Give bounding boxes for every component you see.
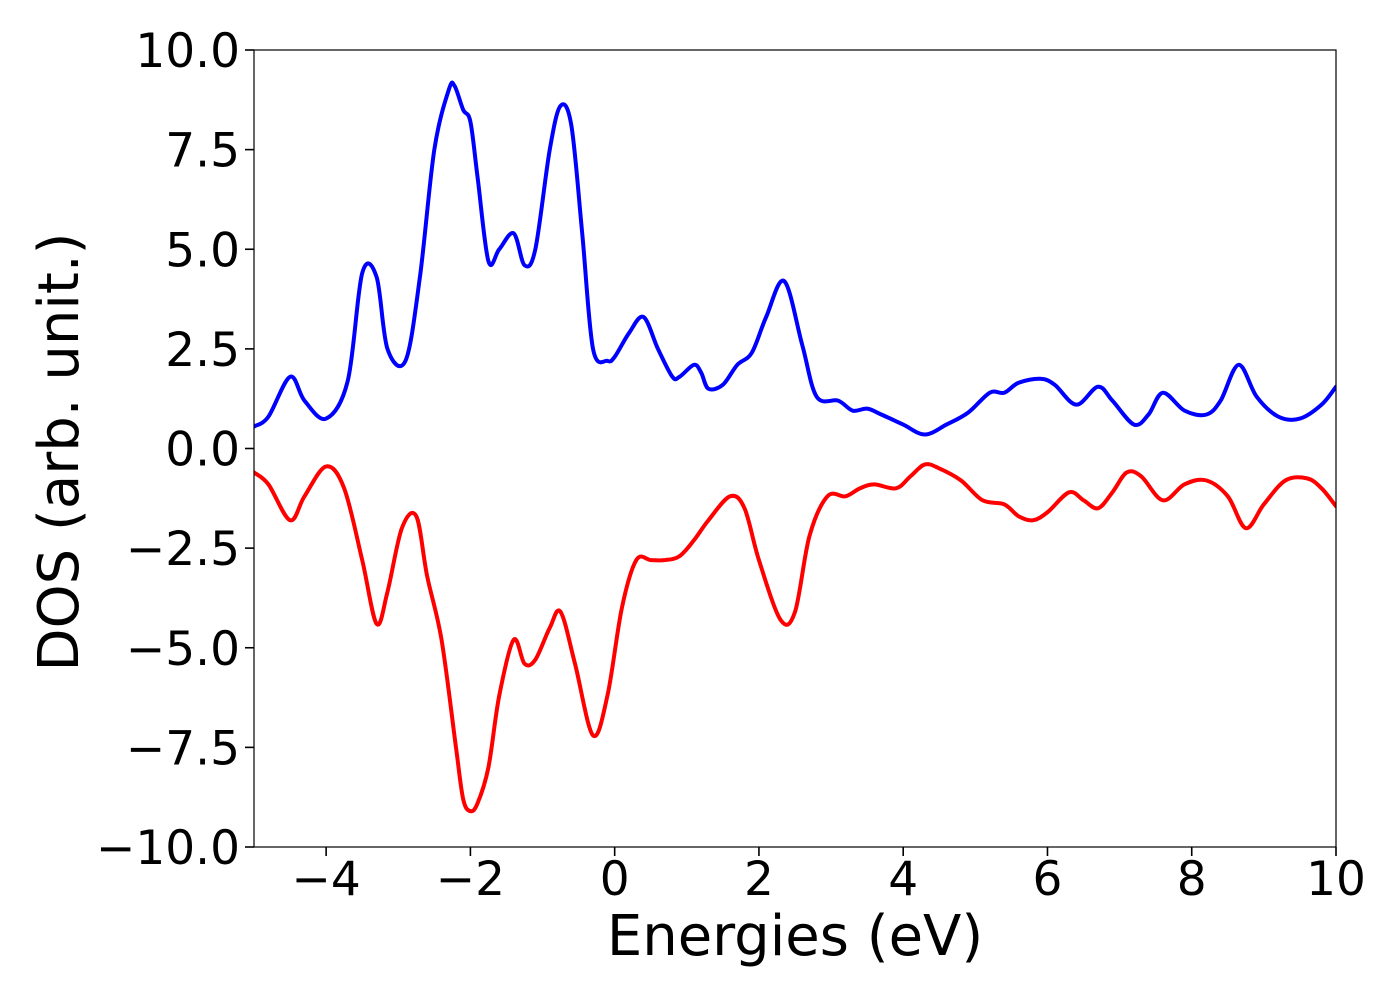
- x-tick-label: −2: [436, 852, 505, 907]
- y-axis-label: DOS (arb. unit.): [27, 232, 92, 671]
- x-tick-label: 8: [1177, 852, 1207, 907]
- y-tick-label: 2.5: [165, 323, 240, 378]
- y-tick-label: 10.0: [135, 24, 240, 79]
- x-tick-label: 0: [600, 852, 630, 907]
- x-tick-label: 4: [888, 852, 918, 907]
- series-line-1: [254, 462, 1336, 814]
- series-line-0: [254, 80, 1336, 437]
- y-tick-label: 5.0: [165, 223, 240, 278]
- x-tick-label: 10: [1306, 852, 1366, 907]
- x-tick-label: −4: [291, 852, 360, 907]
- x-axis-ticks: −4 −2 0 2 4 6 8 10: [291, 847, 1366, 907]
- y-tick-label: −5.0: [126, 622, 240, 677]
- y-tick-label: −10.0: [96, 821, 240, 876]
- series-layer: [254, 80, 1336, 814]
- x-axis-label: Energies (eV): [607, 904, 983, 969]
- x-tick-label: 6: [1033, 852, 1063, 907]
- y-axis-ticks: 10.0 7.5 5.0 2.5 0.0 −2.5 −5.0 −7.5 −10.0: [96, 24, 254, 876]
- y-tick-label: 0.0: [165, 423, 240, 478]
- axes-frame: [253, 49, 1337, 848]
- y-tick-label: −2.5: [126, 522, 240, 577]
- plot-area: [254, 80, 1336, 814]
- y-tick-label: 7.5: [165, 124, 240, 179]
- x-tick-label: 2: [744, 852, 774, 907]
- y-tick-label: −7.5: [126, 721, 240, 776]
